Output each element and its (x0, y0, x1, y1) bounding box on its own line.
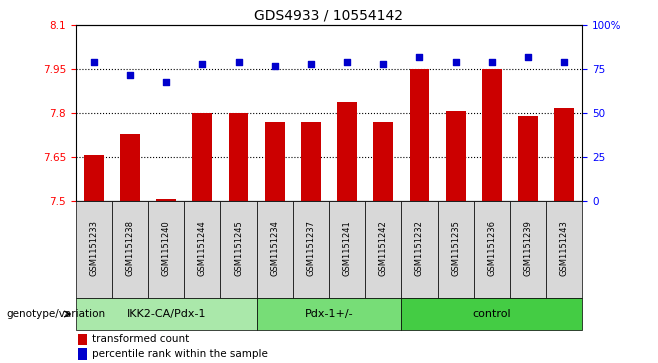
Point (378, 61, 388, 67)
Bar (148, 201, 184, 298)
Bar (401, 201, 438, 298)
Bar (78, 334, 87, 345)
Bar (265, 122, 285, 201)
Bar (337, 102, 357, 201)
Text: GSM1151234: GSM1151234 (270, 220, 279, 276)
Bar (373, 122, 393, 201)
Bar (257, 298, 401, 330)
Text: GSM1151245: GSM1151245 (234, 220, 243, 276)
Text: GSM1151236: GSM1151236 (488, 220, 496, 276)
Text: transformed count: transformed count (92, 334, 190, 344)
Bar (546, 201, 582, 298)
Text: GSM1151242: GSM1151242 (379, 220, 388, 276)
Point (486, 60, 497, 65)
Bar (554, 107, 574, 201)
Text: GSM1151232: GSM1151232 (415, 220, 424, 276)
Text: percentile rank within the sample: percentile rank within the sample (92, 349, 268, 359)
Bar (474, 201, 510, 298)
Bar (257, 201, 293, 298)
Bar (112, 201, 148, 298)
Point (88, 60, 99, 65)
Bar (401, 298, 582, 330)
Point (305, 61, 316, 67)
Bar (76, 201, 112, 298)
Text: GSM1151241: GSM1151241 (343, 220, 351, 276)
Bar (78, 348, 87, 360)
Text: GSM1151240: GSM1151240 (162, 220, 170, 276)
Point (342, 60, 353, 65)
Text: GSM1151243: GSM1151243 (560, 220, 569, 276)
Text: GSM1151239: GSM1151239 (524, 220, 532, 276)
Text: GSM1151237: GSM1151237 (307, 220, 315, 276)
Bar (220, 201, 257, 298)
Bar (301, 122, 321, 201)
Point (197, 61, 207, 67)
Bar (156, 199, 176, 201)
Point (233, 60, 243, 65)
Point (522, 54, 533, 60)
Bar (438, 201, 474, 298)
Bar (510, 201, 546, 298)
Bar (329, 201, 365, 298)
Bar (84, 155, 104, 201)
Text: GSM1151235: GSM1151235 (451, 220, 460, 276)
Text: GSM1151238: GSM1151238 (126, 220, 134, 276)
Text: genotype/variation: genotype/variation (7, 309, 106, 319)
Point (161, 79, 171, 85)
Text: control: control (472, 309, 511, 319)
Text: Pdx-1+/-: Pdx-1+/- (305, 309, 353, 319)
Bar (482, 69, 502, 201)
Bar (192, 113, 213, 201)
Bar (228, 113, 249, 201)
Bar (76, 298, 257, 330)
Bar (184, 201, 220, 298)
Point (124, 72, 136, 78)
Point (450, 60, 461, 65)
Point (270, 63, 280, 69)
Bar (445, 110, 466, 201)
Bar (120, 134, 140, 201)
Bar (409, 69, 430, 201)
Bar (518, 117, 538, 201)
Text: GSM1151233: GSM1151233 (89, 220, 98, 276)
Point (415, 54, 425, 60)
Text: IKK2-CA/Pdx-1: IKK2-CA/Pdx-1 (126, 309, 206, 319)
Title: GDS4933 / 10554142: GDS4933 / 10554142 (255, 9, 403, 23)
Bar (365, 201, 401, 298)
Text: GSM1151244: GSM1151244 (198, 220, 207, 276)
Bar (293, 201, 329, 298)
Point (559, 60, 570, 65)
